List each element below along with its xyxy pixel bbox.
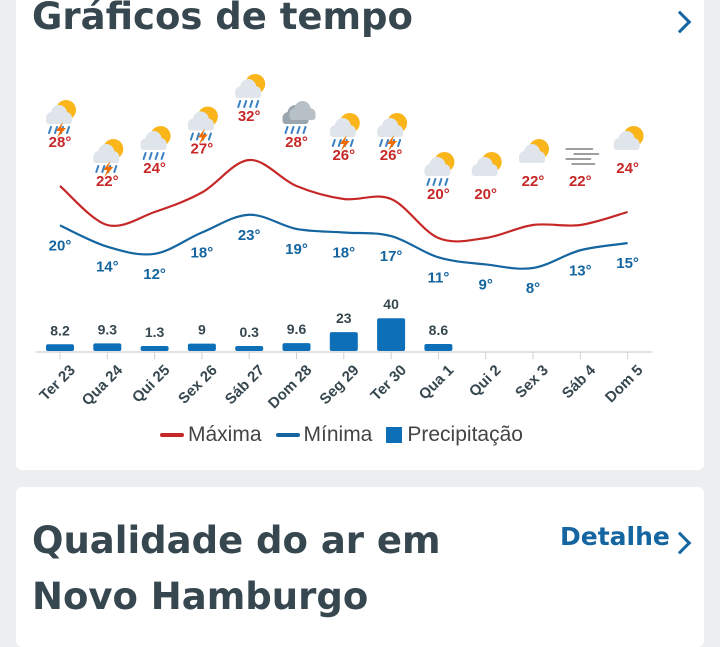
rain-icon (424, 152, 455, 186)
x-tick-label: Sáb 27 (222, 362, 268, 408)
min-temp-label: 20° (49, 237, 72, 254)
min-temp-line (59, 213, 628, 270)
precip-label: 9 (198, 322, 206, 338)
rain-icon (235, 74, 266, 108)
air-quality-title: Qualidade do ar em Novo Hamburgo (32, 519, 441, 618)
page-title: Gráficos de tempo (32, 0, 413, 38)
legend-max: Máxima (160, 423, 262, 447)
max-temp-label: 28° (285, 134, 308, 151)
chevron-right-icon[interactable] (668, 531, 692, 555)
min-temp-label: 17° (380, 248, 403, 265)
thunderstorm-icon (329, 113, 360, 151)
precip-label: 1.3 (145, 324, 165, 340)
max-temp-label: 22° (96, 173, 119, 190)
weather-charts-card: Gráficos de tempo (16, 0, 704, 470)
partly-sunny-icon (519, 139, 549, 163)
min-temp-label: 9° (479, 276, 493, 293)
precip-label: 8.6 (429, 322, 449, 338)
max-temp-label: 20° (474, 186, 497, 203)
thunderstorm-icon (93, 139, 124, 177)
precip-label: 40 (383, 296, 399, 312)
min-temp-label: 14° (96, 259, 119, 276)
max-temp-label: 22° (522, 173, 545, 190)
legend-min: Mínima (275, 423, 373, 447)
x-tick-label: Qui 2 (466, 362, 505, 401)
max-temp-label: 26° (332, 147, 355, 164)
fog-icon (565, 148, 600, 165)
max-temp-label: 27° (191, 141, 214, 158)
max-temp-label: 22° (569, 173, 592, 190)
min-temp-label: 23° (238, 227, 261, 244)
x-tick-label: Sex 26 (175, 362, 221, 408)
detail-link[interactable]: Detalhe (560, 522, 670, 551)
max-temp-label: 26° (380, 147, 403, 164)
x-tick-label: Qui 25 (129, 362, 173, 406)
max-temp-label: 20° (427, 186, 450, 203)
precip-bar (93, 343, 122, 351)
min-temp-label: 13° (569, 262, 592, 279)
x-tick-label: Dom 5 (602, 362, 646, 406)
min-temp-label: 8° (526, 280, 540, 297)
precip-label: 9.6 (287, 321, 307, 337)
max-temp-label: 24° (616, 160, 639, 177)
partly-sunny-icon (471, 152, 502, 176)
precip-label: 0.3 (239, 324, 259, 340)
precip-label: 23 (336, 310, 352, 326)
x-tick-label: Ter 23 (36, 362, 78, 404)
max-temp-label: 24° (143, 160, 166, 177)
min-temp-label: 12° (143, 266, 166, 283)
min-temp-label: 19° (285, 241, 308, 258)
precip-bar (424, 343, 453, 351)
precip-label: 8.2 (50, 322, 70, 338)
precip-bar (377, 318, 406, 351)
precip-bar (235, 346, 264, 351)
partly-sunny-icon (613, 126, 644, 150)
chart-legend: Máxima Mínima Precipitação (160, 423, 537, 447)
cloudy-rain-icon (282, 101, 316, 134)
x-tick-label: Sáb 4 (559, 361, 600, 402)
max-temp-label: 32° (238, 108, 261, 125)
max-temp-label: 28° (49, 134, 72, 151)
x-tick-label: Sex 3 (512, 362, 552, 402)
x-tick-label: Qua 1 (416, 362, 457, 403)
thunderstorm-icon (377, 113, 408, 151)
thunderstorm-icon (46, 100, 76, 138)
legend-min-label: Mínima (303, 423, 373, 446)
precip-bar (329, 332, 358, 351)
precip-bar (187, 343, 216, 351)
min-temp-label: 11° (427, 269, 449, 286)
thunderstorm-icon (187, 106, 218, 145)
rain-icon (140, 126, 171, 160)
legend-precip-swatch (386, 427, 403, 443)
precip-bar (140, 346, 169, 351)
x-tick-label: Dom 28 (265, 362, 315, 412)
max-temp-line (59, 158, 628, 243)
legend-precip-label: Precipitação (407, 423, 523, 446)
x-tick-label: Seg 29 (316, 362, 362, 408)
precip-label: 9.3 (98, 321, 118, 337)
precip-bar (282, 343, 311, 351)
legend-max-label: Máxima (188, 423, 262, 446)
min-temp-label: 18° (191, 245, 214, 262)
precip-bar (46, 344, 74, 351)
weather-chart: 28° 20° 8.2 Ter 23 22° 14° 9.3 Qua 24 24° 12° 1.3 Q… (36, 74, 652, 412)
legend-precip: Precipitação (386, 423, 523, 447)
min-temp-label: 18° (332, 245, 355, 262)
x-tick-label: Qua 24 (79, 361, 127, 409)
x-tick-label: Ter 30 (367, 362, 409, 404)
legend-min-swatch (275, 433, 300, 437)
legend-max-swatch (160, 433, 184, 437)
air-quality-card: Qualidade do ar em Novo Hamburgo Detalhe (16, 487, 704, 647)
min-temp-label: 15° (616, 255, 639, 272)
